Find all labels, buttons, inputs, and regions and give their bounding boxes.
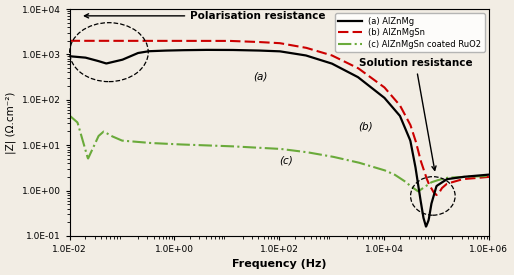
(b) AlZnMgSn (433, 193, 439, 197)
(a) AlZnMg (198, 48, 204, 51)
(c) AlZnMgSn coated RuO2 (415, 190, 421, 193)
(b) AlZnMgSn (486, 175, 492, 178)
Y-axis label: |Z| (Ω.cm⁻²): |Z| (Ω.cm⁻²) (6, 91, 16, 154)
(b) AlZnMgSn (236, 40, 242, 43)
(a) AlZnMg (66, 54, 72, 58)
(c) AlZnMgSn coated RuO2 (486, 174, 492, 178)
Text: Polarisation resistance: Polarisation resistance (84, 11, 326, 21)
(b) AlZnMgSn (251, 40, 258, 43)
(a) AlZnMg (423, 225, 429, 228)
Text: (a): (a) (253, 72, 267, 81)
(a) AlZnMg (252, 49, 258, 52)
X-axis label: Frequency (Hz): Frequency (Hz) (232, 259, 326, 270)
(b) AlZnMgSn (109, 39, 116, 42)
(b) AlZnMgSn (355, 66, 361, 70)
(b) AlZnMgSn (394, 100, 400, 103)
(a) AlZnMg (486, 173, 492, 176)
Legend: (a) AlZnMg, (b) AlZnMgSn, (c) AlZnMgSn coated RuO2: (a) AlZnMg, (b) AlZnMgSn, (c) AlZnMgSn c… (335, 13, 485, 52)
(c) AlZnMgSn coated RuO2 (355, 161, 361, 164)
(a) AlZnMg (355, 76, 361, 79)
(b) AlZnMgSn (401, 112, 407, 115)
Text: Solution resistance: Solution resistance (359, 59, 472, 170)
(b) AlZnMgSn (66, 39, 72, 42)
(c) AlZnMgSn coated RuO2 (401, 179, 407, 183)
(a) AlZnMg (394, 111, 400, 114)
Text: (b): (b) (358, 121, 373, 131)
(a) AlZnMg (109, 60, 116, 64)
(c) AlZnMgSn coated RuO2 (109, 135, 116, 138)
Line: (c) AlZnMgSn coated RuO2: (c) AlZnMgSn coated RuO2 (69, 116, 489, 191)
Text: (c): (c) (279, 155, 293, 165)
Line: (a) AlZnMg: (a) AlZnMg (69, 50, 489, 227)
Line: (b) AlZnMgSn: (b) AlZnMgSn (69, 41, 489, 195)
(c) AlZnMgSn coated RuO2 (66, 114, 72, 117)
(a) AlZnMg (236, 48, 243, 52)
(a) AlZnMg (401, 125, 408, 129)
(c) AlZnMgSn coated RuO2 (251, 146, 258, 149)
(c) AlZnMgSn coated RuO2 (236, 145, 242, 148)
(c) AlZnMgSn coated RuO2 (394, 174, 400, 178)
